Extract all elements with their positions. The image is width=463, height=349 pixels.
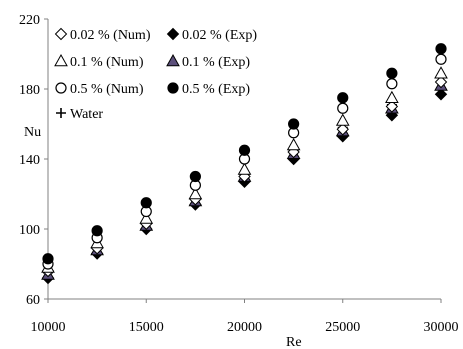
data-point [139,211,154,224]
data-point [336,123,349,136]
y-tick-label: 100 [19,223,40,238]
data-point [385,100,399,113]
legend-label: 0.02 % (Exp) [182,28,257,43]
legend-label: 0.02 % (Num) [70,28,151,43]
data-point [434,75,448,89]
data-point [337,92,349,104]
data-point [385,90,399,104]
data-point [188,186,203,200]
legend-marker [56,108,66,118]
data-point [286,137,301,151]
legend-label: 0.1 % (Exp) [182,55,250,70]
legend-marker [167,82,179,94]
data-point [435,43,447,55]
y-tick-label: 180 [19,83,40,98]
x-tick-label: 10000 [31,320,66,335]
x-tick-label: 25000 [325,320,360,335]
data-point [337,102,349,114]
legend-marker [54,53,68,67]
data-point [140,197,152,209]
data-point [238,144,251,156]
data-point [434,66,448,79]
data-point [386,78,398,90]
legend-marker [166,53,180,67]
data-point [434,88,448,101]
legend-marker [55,82,67,94]
x-axis-label: Re [286,335,302,349]
legend: 0.02 % (Num) 0.02 % (Exp) 0.1 % (Num) 0.1 %… [54,27,257,122]
legend-label: 0.5 % (Num) [70,82,144,97]
y-tick-label: 140 [19,153,40,168]
legend-marker [166,27,180,41]
data-point [288,118,300,130]
data-points [41,43,448,285]
data-point [189,170,201,183]
y-axis-label: Nu [24,125,41,140]
data-point [42,253,54,265]
x-tick-label: 15000 [129,320,164,335]
y-tick-label: 60 [26,293,40,308]
x-axis-ticks: 10000 15000 20000 25000 30000 [31,299,459,335]
legend-label: Water [70,107,103,122]
y-tick-label: 220 [19,13,40,28]
legend-marker [54,27,68,41]
legend-label: 0.5 % (Exp) [182,82,250,97]
data-point [435,53,447,65]
data-point [237,162,252,175]
x-tick-label: 30000 [424,320,459,335]
data-point [91,225,103,237]
data-point [386,67,398,79]
x-tick-label: 20000 [227,320,262,335]
data-point [335,113,350,126]
legend-label: 0.1 % (Num) [70,55,144,70]
y-axis-ticks: 60 100 140 180 220 [19,13,48,308]
